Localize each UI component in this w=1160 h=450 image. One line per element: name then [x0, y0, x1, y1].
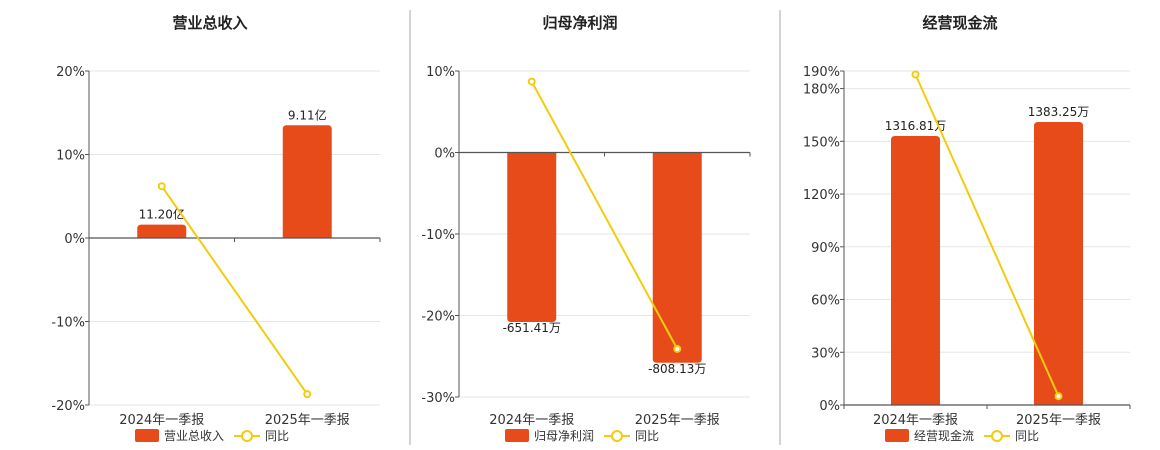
x-category-label: 2024年一季报 [489, 413, 574, 428]
y-tick-label: -10% [51, 316, 85, 331]
y-tick-label: 0% [64, 232, 85, 247]
yoy-line [914, 74, 1060, 397]
bar-data-label: 1383.25万 [1028, 105, 1090, 119]
yoy-point-1 [157, 182, 166, 191]
legend-line-label: 同比 [635, 429, 659, 443]
yoy-point-1 [527, 77, 536, 86]
x-category-label: 2025年一季报 [265, 413, 350, 428]
y-tick-label: -30% [421, 391, 455, 406]
legend[interactable]: 营业总收入 同比 [135, 429, 289, 443]
yoy-line [160, 185, 309, 395]
y-tick-label: 20% [56, 65, 85, 80]
legend-line-label: 同比 [265, 429, 289, 443]
bar-data-label: 1316.81万 [885, 119, 947, 133]
yoy-line [530, 81, 679, 350]
y-tick-label: 10% [56, 149, 85, 164]
y-tick-label: 120% [803, 188, 840, 203]
y-tick-label: 10% [426, 65, 455, 80]
legend-line-marker [991, 430, 1003, 442]
chart-panel-1: 营业总收入 20% 10% 0% -10% -20% 11.20亿 9.11亿 2024年一季报… [51, 14, 381, 443]
y-tick-label: -20% [51, 399, 85, 414]
chart-title: 营业总收入 [172, 14, 247, 32]
y-tick-label: 90% [811, 241, 840, 256]
legend-bar-swatch [885, 429, 909, 442]
legend-bar-swatch [505, 429, 529, 442]
chart-panel-3: 经营现金流 190% 180% 150% 120% 90% 60% 30% 0% 1316.81万… [803, 14, 1131, 443]
legend[interactable]: 经营现金流 同比 [885, 428, 1039, 443]
legend-line-marker [611, 430, 623, 442]
legend-line-label: 同比 [1015, 429, 1039, 443]
bar-2 [652, 152, 702, 363]
legend[interactable]: 归母净利润 同比 [505, 429, 659, 443]
chart-title: 归母净利润 [542, 14, 617, 32]
yoy-point-2 [1054, 392, 1063, 401]
legend-bar-label: 归母净利润 [534, 429, 594, 443]
legend-bar-label: 营业总收入 [164, 429, 224, 443]
y-tick-label: 180% [803, 83, 840, 98]
legend-bar-swatch [135, 429, 159, 442]
yoy-point-2 [673, 344, 682, 353]
x-category-label: 2024年一季报 [119, 413, 204, 428]
chart-title: 经营现金流 [922, 14, 997, 32]
bar-data-label: 11.20亿 [139, 207, 185, 222]
yoy-point-1 [911, 70, 920, 79]
y-tick-label: -20% [421, 310, 455, 325]
bar-2 [282, 125, 332, 238]
bar-2 [1034, 121, 1083, 406]
bar-1 [507, 152, 557, 323]
bar-1 [137, 224, 187, 238]
x-category-label: 2025年一季报 [1016, 413, 1101, 428]
y-tick-label: 190% [803, 65, 840, 80]
bar-data-label: -808.13万 [648, 362, 706, 376]
legend-line-marker [241, 430, 253, 442]
bar-data-label: 9.11亿 [288, 107, 327, 122]
y-tick-label: 0% [434, 147, 455, 162]
y-tick-label: 30% [811, 346, 840, 361]
y-tick-label: 0% [819, 399, 840, 414]
bar-data-label: -651.41万 [503, 321, 561, 335]
yoy-point-2 [303, 390, 312, 399]
y-tick-label: 150% [803, 135, 840, 150]
bar-1 [891, 136, 940, 405]
legend-bar-label: 经营现金流 [914, 428, 974, 443]
x-category-label: 2024年一季报 [873, 413, 958, 428]
y-tick-label: -10% [421, 228, 455, 243]
x-category-label: 2025年一季报 [635, 413, 720, 428]
chart-panel-2: 归母净利润 10% 0% -10% -20% -30% -651.41万 -808.13万 20… [421, 14, 751, 443]
y-tick-label: 60% [811, 294, 840, 309]
